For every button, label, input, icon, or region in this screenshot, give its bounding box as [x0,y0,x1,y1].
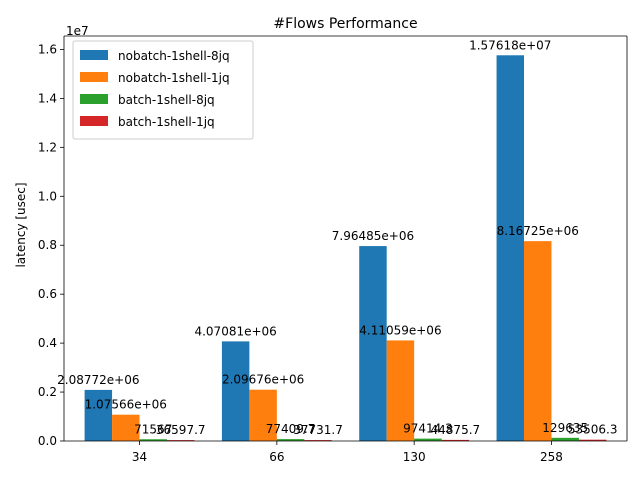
legend-label: nobatch-1shell-8jq [118,49,230,63]
x-tick-label: 34 [132,450,147,464]
bar-batch-1shell-8jq-34 [139,439,167,441]
legend-frame [72,40,254,140]
bar-batch-1shell-1jq-258 [578,439,607,441]
data-label: 7.96485e+06 [332,229,414,243]
x-tick-label: 258 [540,450,563,464]
bar-nobatch-1shell-8jq-66 [221,341,250,441]
data-label: 44875.7 [431,423,481,437]
bar-batch-1shell-8jq-130 [414,438,442,441]
legend: nobatch-1shell-8jq nobatch-1shell-1jq batc… [72,40,254,140]
data-label: 2.08772e+06 [57,373,139,387]
data-label: 36597.7 [156,423,206,437]
data-label: 53506.3 [568,423,618,437]
legend-label: batch-1shell-8jq [118,93,215,107]
y-axis-offset-label: 1e7 [66,24,89,38]
legend-swatch [80,94,108,104]
x-tick-label: 130 [403,450,426,464]
bar-nobatch-1shell-8jq-258 [496,55,525,441]
bar-batch-1shell-8jq-258 [551,437,579,441]
y-axis-label: latency [usec] [14,182,28,267]
data-label: 71567 [134,422,172,436]
y-tick-label: 0.6 [38,287,57,301]
legend-swatch [80,50,108,60]
legend-swatch [80,72,108,82]
data-label: 1.57618e+07 [469,38,551,52]
bar-batch-1shell-1jq-34 [166,440,195,441]
data-label: 1.07566e+06 [85,398,167,412]
data-label: 129635 [542,421,588,435]
data-label: 8.16725e+06 [497,224,579,238]
y-tick-label: 1.6 [38,42,57,56]
data-label: 4.07081e+06 [194,324,276,338]
y-tick-label: 1.2 [38,140,57,154]
bar-nobatch-1shell-1jq-66 [249,389,277,441]
data-label: 4.11059e+06 [359,323,441,337]
legend-swatch [80,116,108,126]
legend-label: batch-1shell-1jq [118,115,215,129]
y-tick-label: 0.0 [38,434,57,448]
bar-nobatch-1shell-8jq-34 [84,389,113,441]
data-label: 97414.3 [403,422,453,436]
data-label: 37731.7 [293,423,343,437]
chart-title: #Flows Performance [273,16,417,32]
y-tick-label: 0.2 [38,385,57,399]
x-tick-label: 66 [269,450,284,464]
plot-area: 34 66 130 258 2.08772e+06 1.07566e+06 71567365… [38,35,628,464]
y-tick-label: 0.4 [38,336,57,350]
bar-batch-1shell-1jq-130 [441,439,470,441]
bar-nobatch-1shell-8jq-130 [359,246,387,441]
y-tick-label: 0.8 [38,238,57,252]
data-label: 2.09676e+06 [222,373,304,387]
y-tick-label: 1.4 [38,91,57,105]
y-tick-label: 1.0 [38,189,57,203]
bar-batch-1shell-8jq-66 [276,439,305,441]
bar-batch-1shell-1jq-66 [304,440,332,441]
legend-label: nobatch-1shell-1jq [118,71,230,85]
bar-nobatch-1shell-1jq-130 [386,340,415,441]
data-label: 77409.7 [266,422,316,436]
bar-nobatch-1shell-1jq-34 [112,414,140,441]
bar-nobatch-1shell-1jq-258 [524,241,552,441]
